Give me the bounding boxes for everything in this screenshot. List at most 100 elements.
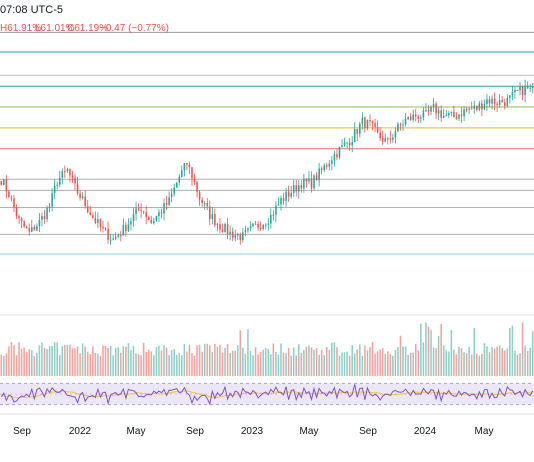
volume-bar [486,346,488,376]
volume-bar [524,345,526,376]
candle-body [376,126,379,133]
candle [491,95,493,110]
candle [33,224,36,231]
candle-body [308,178,310,182]
candle [402,119,404,132]
candle [303,173,305,193]
candle-body [10,197,13,199]
candle [376,120,379,134]
volume-bar [280,343,282,376]
candle [287,185,290,202]
volume-bar [208,345,211,376]
candle [361,112,364,130]
candle-body [239,234,242,241]
candle-body [252,223,254,227]
volume-bar [516,354,519,376]
candle [524,79,526,103]
candle-body [249,226,252,229]
candle [109,233,112,246]
volume-bar [160,350,163,376]
candle-body [496,103,498,106]
volume-bar [310,347,313,376]
volume-bar [46,349,48,376]
x-axis-label: May [474,426,494,437]
volume-bar [402,346,404,376]
candle-body [135,208,137,215]
candle-body [165,202,168,205]
volume-bar [122,346,125,376]
volume-bar [30,350,33,376]
candle [25,225,28,229]
candle [264,223,267,230]
volume-bar [359,344,361,376]
candle-body [333,154,336,161]
volume-bar [272,343,275,376]
candle [112,234,114,241]
volume-bar [183,343,186,376]
volume-bar [336,347,338,376]
candle-body [310,178,313,189]
volume-bar [79,353,81,376]
candle-body [440,110,442,118]
candle-body [323,165,326,171]
candle-body [102,226,104,229]
volume-bar [56,342,59,376]
candle-body [193,178,196,183]
candle [170,188,173,203]
volume-bar [173,349,175,376]
candle-body [521,86,524,96]
candle [328,159,331,171]
volume-bar [175,354,178,376]
volume-bar [252,355,254,376]
candle-body [208,206,211,220]
x-axis-label: 2024 [413,426,437,437]
candle-body [483,104,486,110]
candle [89,205,92,216]
candle-body [206,202,209,207]
candle [150,215,153,225]
candle [473,100,476,114]
candle-body [236,234,239,236]
volume-bar [15,355,18,376]
candle [435,101,437,120]
volume-bar [496,346,498,376]
candle-body [397,123,399,132]
candle [282,192,285,205]
candle [440,105,442,122]
candle-body [188,164,191,168]
candle-body [422,110,425,118]
candle [389,131,392,144]
candle-body [119,235,122,237]
candle-body [516,89,519,91]
volume-bar [155,347,158,376]
candle-body [356,129,359,134]
candle-body [5,179,8,192]
candle [94,211,97,225]
candle-body [51,193,53,207]
volume-bar [25,352,28,376]
volume-bar [295,355,298,376]
candle-body [0,181,3,185]
candle [399,122,402,131]
volume-bar [389,354,392,376]
volume-bar [257,354,259,376]
candle-body [242,232,244,241]
volume-bar [71,348,74,376]
volume-bar [58,354,61,376]
volume-bar [64,344,66,376]
volume-bar [201,351,203,376]
volume-bar [92,346,94,376]
candle-body [3,179,5,185]
volume-bar [417,350,420,376]
volume-bar [226,344,229,376]
candle [41,212,43,227]
volume-bar [323,354,326,376]
volume-bar [163,345,165,376]
candle-body [23,221,25,227]
volume-bar [259,351,262,376]
candle-body [97,219,99,223]
volume-bar [506,348,509,376]
candle-body [295,185,298,192]
volume-bar [97,353,99,376]
